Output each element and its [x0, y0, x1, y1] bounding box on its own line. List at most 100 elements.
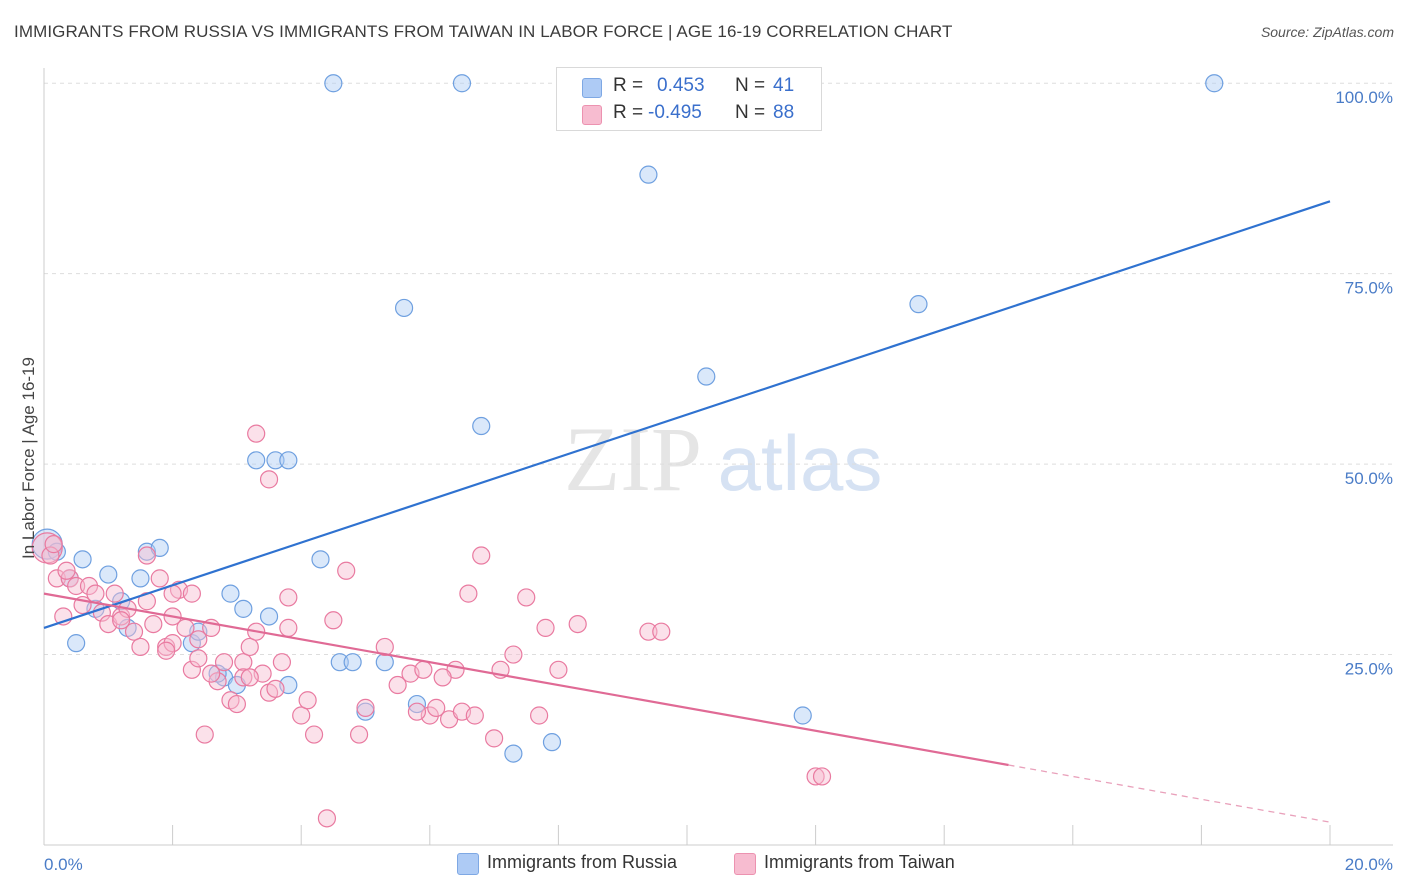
data-point: [793, 706, 812, 725]
data-point: [652, 622, 671, 641]
y-tick-label: 50.0%: [1345, 469, 1393, 488]
data-point: [279, 618, 298, 637]
data-point: [337, 561, 356, 580]
data-point: [304, 725, 324, 744]
data-point: [259, 470, 279, 489]
y-tick-label: 25.0%: [1345, 660, 1393, 679]
data-point: [247, 451, 266, 470]
data-point: [67, 576, 86, 596]
x-tick-label-max: 20.0%: [1345, 855, 1393, 874]
data-point: [202, 664, 221, 683]
data-point: [272, 653, 292, 672]
bottom-legend-label-russia: Immigrants from Russia: [487, 852, 678, 872]
data-point: [86, 584, 105, 603]
legend-n-label: N =: [735, 75, 766, 96]
data-point: [240, 668, 259, 687]
data-point: [234, 668, 253, 687]
data-point: [349, 725, 369, 744]
data-point: [279, 588, 298, 607]
data-point: [459, 584, 478, 603]
legend-n-value-taiwan: 88: [773, 102, 795, 123]
source-credit: Source: ZipAtlas.com: [1260, 24, 1394, 40]
legend-swatch-russia: [582, 78, 602, 98]
data-point: [549, 660, 568, 679]
data-point: [452, 74, 472, 93]
data-point: [324, 74, 343, 93]
data-point: [182, 584, 201, 603]
data-point: [182, 660, 201, 679]
data-point: [433, 668, 452, 687]
watermark: ZIP atlas: [564, 408, 882, 510]
data-point: [298, 691, 317, 710]
data-point: [67, 634, 86, 653]
data-point: [697, 367, 716, 386]
data-point: [639, 165, 658, 184]
data-point: [240, 637, 259, 657]
data-point: [324, 611, 343, 630]
data-point: [234, 599, 253, 618]
data-point: [266, 679, 285, 698]
data-point: [150, 569, 169, 588]
chart-title: IMMIGRANTS FROM RUSSIA VS IMMIGRANTS FRO…: [14, 22, 953, 41]
data-point: [44, 535, 63, 554]
correlation-legend: R = 0.453 N = 41 R = -0.495 N = 88: [556, 67, 822, 131]
data-point: [208, 672, 227, 691]
data-point: [112, 611, 131, 630]
legend-swatch-taiwan: [582, 105, 602, 125]
data-point: [163, 634, 182, 653]
data-point: [806, 767, 825, 786]
watermark-atlas: atlas: [718, 419, 883, 507]
series-taiwan: [31, 424, 832, 828]
legend-r-label: R =: [613, 75, 644, 96]
data-point: [517, 588, 536, 607]
data-point: [465, 706, 484, 725]
legend-r-value-taiwan: -0.495: [648, 102, 702, 123]
data-point: [343, 653, 362, 672]
data-point: [292, 706, 311, 725]
legend-r-label: R =: [613, 102, 644, 123]
data-point: [485, 729, 504, 748]
data-point: [812, 767, 832, 786]
data-point: [234, 653, 253, 672]
data-point: [472, 546, 491, 565]
y-tick-labels: 25.0% 50.0% 75.0% 100.0%: [1335, 88, 1393, 678]
y-tick-label: 100.0%: [1335, 88, 1393, 107]
bottom-legend-swatch-russia: [457, 853, 479, 875]
trendline-taiwan-extension: [1008, 764, 1331, 823]
data-point: [189, 649, 208, 668]
data-point: [311, 550, 330, 569]
data-point: [73, 550, 92, 569]
trendline-taiwan: [43, 592, 1009, 767]
legend-n-label: N =: [735, 102, 766, 123]
data-point: [137, 546, 156, 565]
data-point: [407, 702, 427, 721]
data-point: [131, 569, 150, 588]
watermark-zip: ZIP: [564, 408, 702, 510]
data-point: [195, 725, 214, 744]
data-point: [472, 416, 491, 436]
data-point: [189, 630, 208, 649]
data-point: [536, 618, 555, 637]
data-point: [157, 641, 176, 660]
data-point: [259, 607, 279, 626]
data-point: [208, 664, 227, 683]
data-point: [504, 744, 523, 763]
data-point: [330, 653, 349, 672]
data-point: [227, 694, 246, 714]
bottom-legend-label-taiwan: Immigrants from Taiwan: [764, 852, 955, 872]
data-point: [57, 561, 76, 580]
data-point: [214, 653, 234, 672]
y-tick-label: 75.0%: [1345, 279, 1393, 298]
data-point: [47, 569, 66, 588]
data-point: [427, 698, 446, 717]
data-point: [356, 702, 375, 721]
data-point: [124, 622, 144, 641]
data-point: [504, 645, 523, 664]
data-point: [356, 698, 375, 717]
legend-n-value-russia: 41: [773, 75, 795, 96]
data-point: [105, 584, 124, 603]
data-point: [1205, 74, 1224, 93]
y-axis-label: In Labor Force | Age 16-19: [19, 357, 38, 559]
grid: [44, 82, 1393, 656]
trend-layer: [43, 200, 1331, 823]
